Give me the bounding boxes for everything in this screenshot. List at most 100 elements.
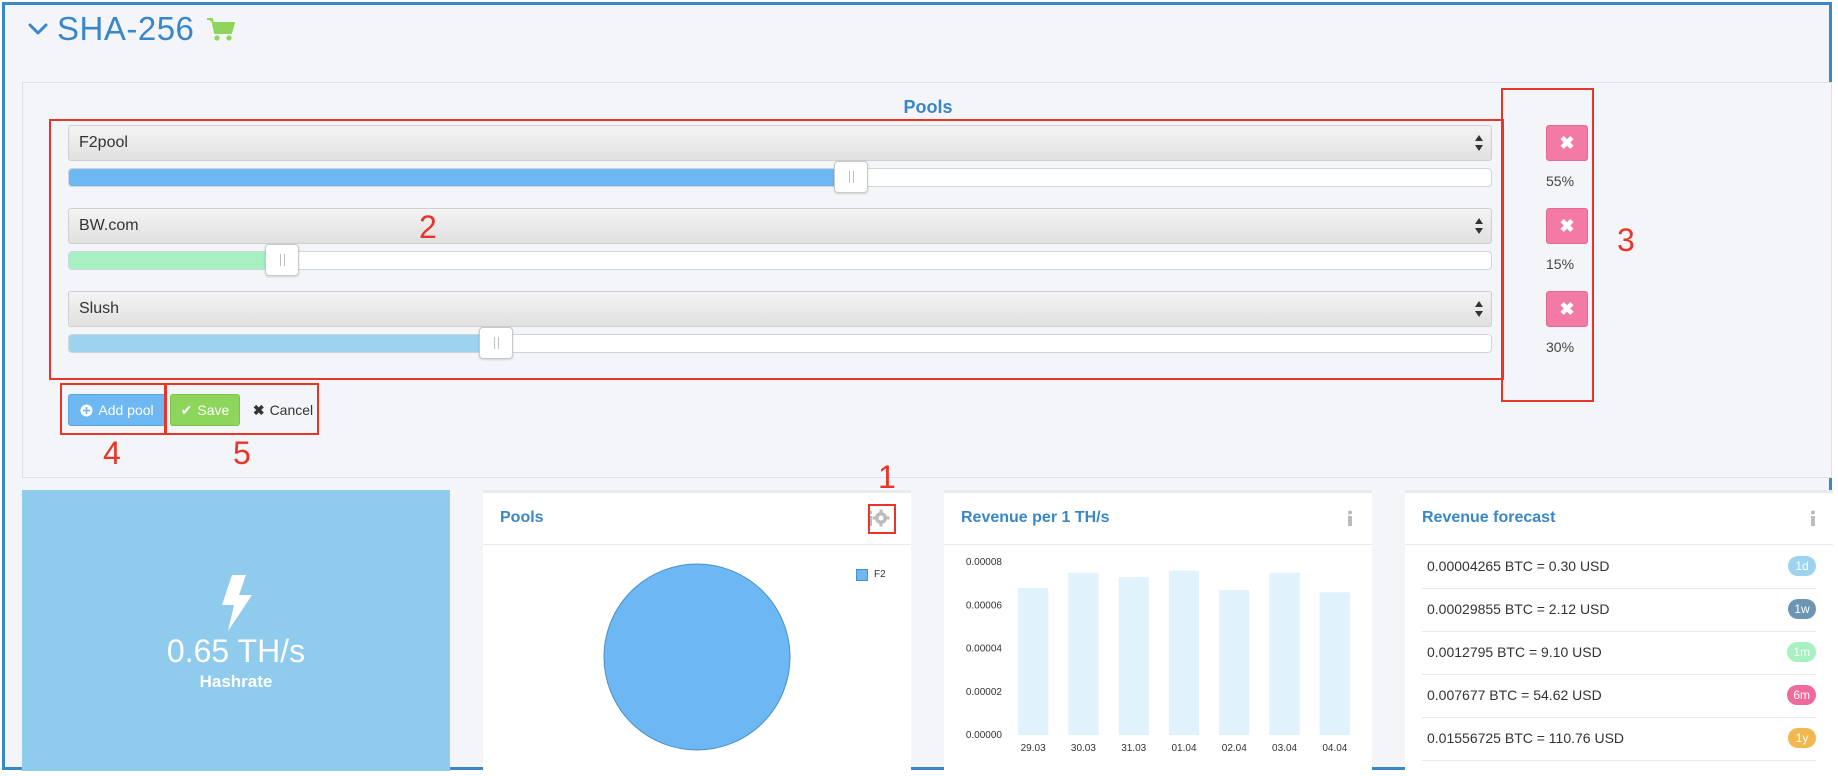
card-divider (1405, 544, 1833, 545)
revenue-bar (1068, 572, 1099, 735)
pool-select-value: Slush (79, 300, 120, 317)
forecast-row: 0.007677 BTC = 54.62 USD 6m (1422, 674, 1816, 718)
add-pool-button[interactable]: Add pool (68, 394, 166, 426)
pool-slider-handle[interactable] (834, 161, 869, 193)
y-tick-label: 0.00002 (966, 687, 1003, 698)
check-icon: ✔ (180, 401, 193, 418)
pool-percent-3: 30% (1546, 339, 1575, 355)
period-badge: 1m (1787, 642, 1816, 662)
revenue-bar (1319, 592, 1350, 735)
pool-select-3[interactable]: Slush (68, 291, 1492, 327)
pie-slice-f2 (603, 563, 791, 751)
revenue-bar (1018, 587, 1049, 735)
hashrate-label: Hashrate (199, 672, 273, 691)
revenue-bar (1219, 590, 1250, 735)
annotation-number-5: 5 (233, 435, 251, 471)
annotation-number-4: 4 (103, 435, 121, 471)
cancel-button[interactable]: ✖ Cancel (248, 394, 318, 426)
remove-pool-button-3[interactable]: ✖ (1546, 291, 1588, 327)
forecast-row: 0.00029855 BTC = 2.12 USD 1w (1422, 588, 1816, 632)
card-divider (483, 544, 911, 545)
x-tick-label: 01.04 (1171, 743, 1196, 754)
x-tick-label: 31.03 (1121, 743, 1146, 754)
hashrate-card: 0.65 TH/s Hashrate (22, 490, 450, 771)
revenue-bar (1168, 570, 1200, 735)
annotation-box-5 (164, 383, 319, 435)
period-badge: 6m (1787, 685, 1816, 705)
info-icon[interactable] (1345, 510, 1355, 526)
pool-percent-1: 55% (1546, 173, 1575, 189)
remove-pool-button-2[interactable]: ✖ (1546, 208, 1588, 244)
pool-slider-fill (69, 252, 283, 269)
revenue-forecast-card: Revenue forecast 0.00004265 BTC = 0.30 U… (1405, 490, 1833, 771)
x-tick-label: 29.03 (1021, 743, 1046, 754)
forecast-value: 0.00029855 BTC = 2.12 USD (1427, 601, 1610, 617)
x-tick-label: 03.04 (1272, 743, 1297, 754)
pool-select-value: BW.com (79, 217, 139, 234)
forecast-value: 0.007677 BTC = 54.62 USD (1427, 687, 1602, 703)
revenue-bar (1269, 572, 1300, 735)
pools-chart-card: Pools F2 (483, 490, 911, 771)
hashrate-value: 0.65 TH/s (166, 633, 306, 669)
pool-slider-1[interactable] (68, 161, 1492, 193)
revenue-card-title: Revenue per 1 TH/s (961, 509, 1110, 526)
pool-slider-3[interactable] (68, 327, 1492, 359)
annotation-box-3 (1501, 88, 1594, 402)
pool-slider-handle[interactable] (478, 327, 513, 359)
y-tick-label: 0.00008 (966, 557, 1003, 568)
pools-editor-title: Pools (903, 97, 953, 117)
forecast-row: 0.0012795 BTC = 9.10 USD 1m (1422, 631, 1816, 675)
period-badge: 1y (1788, 728, 1816, 748)
legend-swatch (856, 569, 868, 581)
y-tick-label: 0.00004 (966, 644, 1003, 655)
x-tick-label: 02.04 (1222, 743, 1247, 754)
save-button[interactable]: ✔ Save (170, 394, 240, 426)
add-pool-label: Add pool (98, 402, 154, 418)
info-icon[interactable] (1808, 510, 1818, 526)
annotation-box-4 (60, 383, 167, 435)
forecast-card-title: Revenue forecast (1422, 509, 1556, 526)
forecast-value: 0.00004265 BTC = 0.30 USD (1427, 558, 1610, 574)
cancel-label: Cancel (269, 402, 314, 418)
close-icon: ✖ (1559, 298, 1575, 319)
pool-slider-fill (69, 335, 496, 352)
annotation-number-2: 2 (419, 209, 437, 245)
forecast-value: 0.01556725 BTC = 110.76 USD (1427, 730, 1625, 746)
forecast-row: 0.00004265 BTC = 0.30 USD 1d (1422, 545, 1816, 589)
chevron-down-icon[interactable] (27, 18, 49, 40)
pool-slider-fill (69, 169, 852, 186)
revenue-bar (1118, 577, 1149, 735)
y-tick-label: 0.00000 (966, 730, 1003, 741)
pool-select-2[interactable]: BW.com (68, 208, 1492, 244)
pools-card-title: Pools (500, 509, 544, 526)
select-arrows-icon (1475, 135, 1483, 151)
save-label: Save (197, 402, 230, 418)
card-divider (944, 544, 1372, 545)
remove-pool-button-1[interactable]: ✖ (1546, 125, 1588, 161)
cart-icon[interactable] (206, 16, 236, 42)
annotation-number-3: 3 (1617, 222, 1635, 258)
period-badge: 1d (1788, 556, 1816, 576)
pools-pie-chart (603, 563, 791, 751)
lightning-icon (222, 575, 252, 631)
gear-icon[interactable] (872, 509, 890, 527)
x-tick-label: 30.03 (1071, 743, 1096, 754)
forecast-row: 0.01556725 BTC = 110.76 USD 1y (1422, 717, 1816, 761)
pool-slider-handle[interactable] (265, 244, 300, 276)
legend-label: F2 (874, 569, 886, 580)
page-header: SHA-256 (27, 9, 236, 49)
close-icon: ✖ (1559, 215, 1575, 236)
revenue-chart-card: Revenue per 1 TH/s 0.00000 0.00002 0.00004… (944, 490, 1372, 771)
pool-slider-2[interactable] (68, 244, 1492, 276)
annotation-number-1: 1 (878, 459, 896, 495)
pool-select-1[interactable]: F2pool (68, 125, 1492, 161)
pool-select-value: F2pool (79, 134, 128, 151)
revenue-bar-chart: 0.00000 0.00002 0.00004 0.00006 0.00008 29.03… (966, 557, 1350, 754)
close-icon: ✖ (1559, 132, 1575, 153)
annotation-box-1 (868, 504, 896, 534)
annotation-box-2 (49, 119, 1504, 380)
x-tick-label: 04.04 (1322, 743, 1347, 754)
select-arrows-icon (1475, 301, 1483, 317)
forecast-value: 0.0012795 BTC = 9.10 USD (1427, 644, 1602, 660)
